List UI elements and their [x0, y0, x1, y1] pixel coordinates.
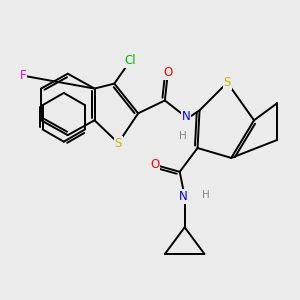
Text: N: N: [179, 190, 188, 203]
Text: Cl: Cl: [124, 54, 136, 67]
Text: S: S: [224, 76, 231, 89]
Text: O: O: [163, 66, 172, 79]
Text: H: H: [179, 131, 187, 141]
Text: H: H: [202, 190, 210, 200]
Text: O: O: [150, 158, 160, 171]
Text: F: F: [20, 69, 26, 82]
Text: N: N: [182, 110, 190, 123]
Text: S: S: [115, 136, 122, 150]
